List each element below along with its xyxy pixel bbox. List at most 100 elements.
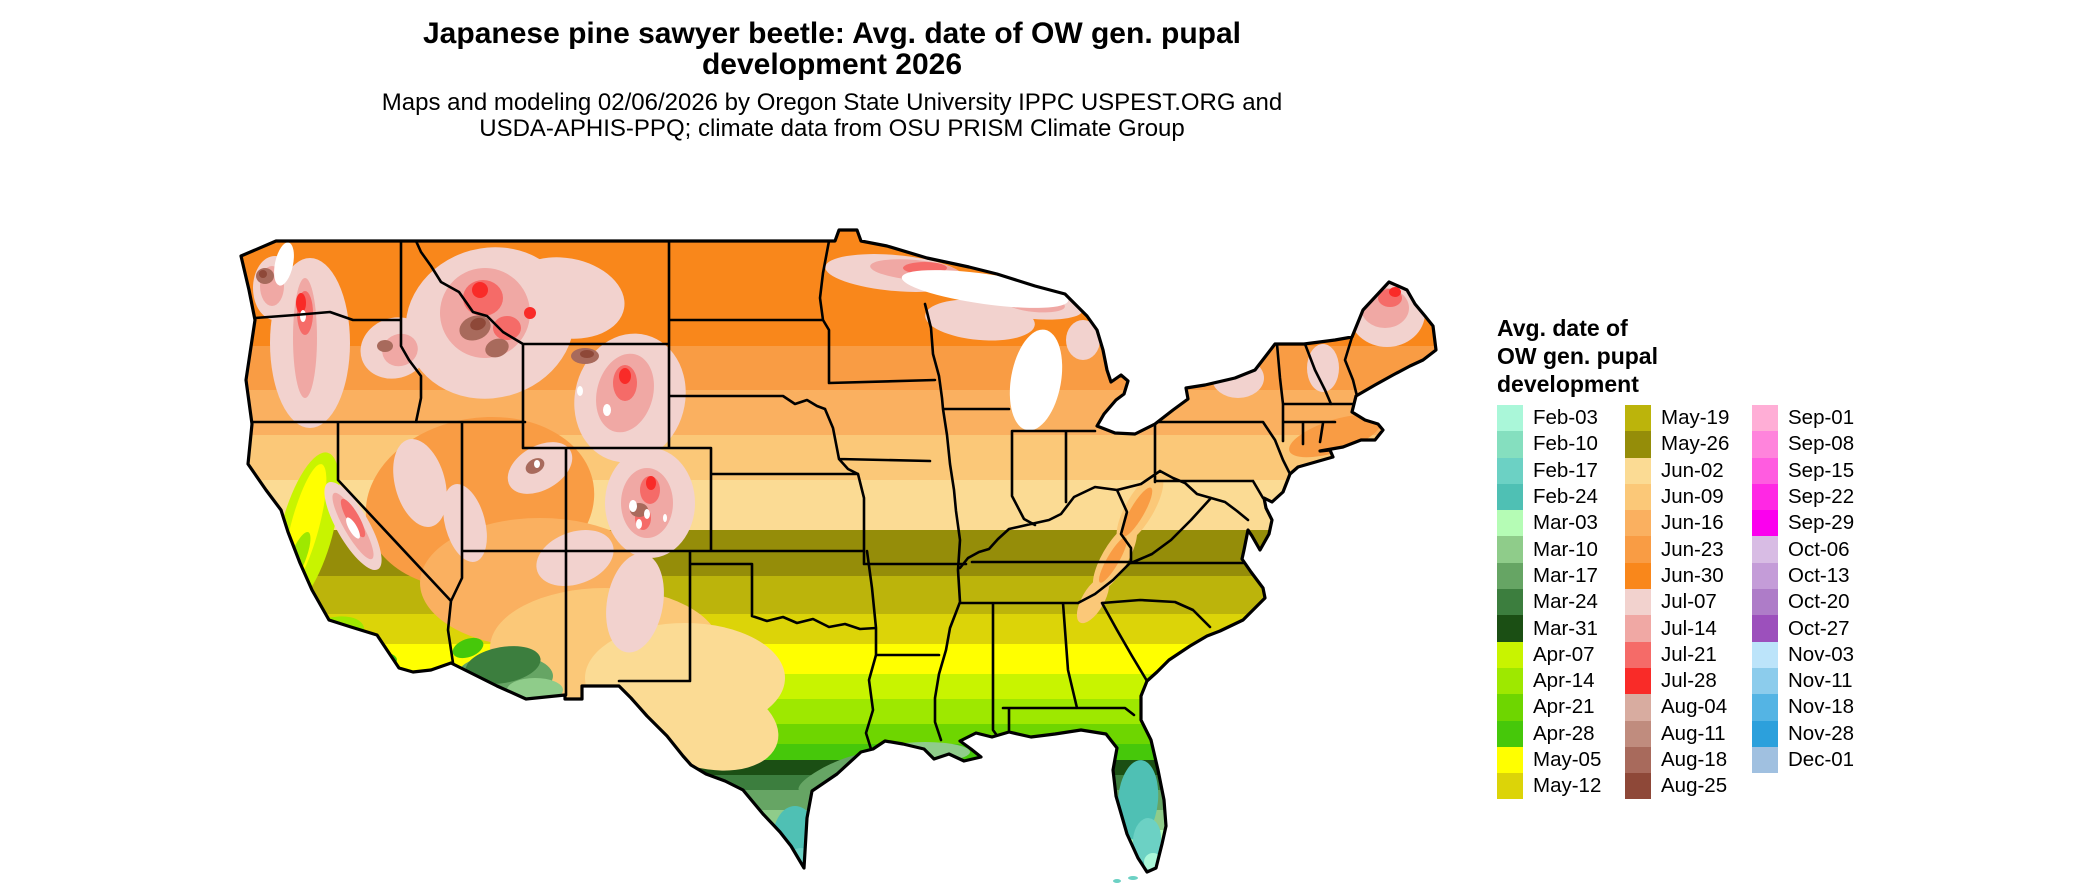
legend-entry: Sep-01	[1752, 405, 1855, 432]
legend-date-label: Nov-28	[1788, 721, 1855, 745]
legend-date-label: May-19	[1661, 406, 1730, 430]
legend-title: Avg. date of OW gen. pupal development	[1497, 314, 1917, 398]
legend-entry: Mar-24	[1497, 589, 1601, 616]
legend-date-label: Jun-23	[1661, 537, 1724, 561]
legend-date-label: Jun-30	[1661, 563, 1724, 587]
legend-entry: Sep-22	[1752, 483, 1855, 511]
legend-entry: Nov-03	[1752, 641, 1855, 668]
legend-date-label: Jul-07	[1661, 590, 1717, 614]
legend-color-swatch	[1625, 773, 1651, 800]
map-florida-keys	[1113, 876, 1138, 883]
legend-entry: Jul-21	[1625, 641, 1729, 668]
legend-color-swatch	[1497, 694, 1523, 721]
map-terrain-dark-brown	[259, 270, 594, 358]
legend-entry: Mar-03	[1497, 510, 1601, 537]
legend-date-label: Apr-14	[1533, 669, 1595, 693]
legend-date-label: Feb-17	[1533, 458, 1598, 482]
legend-date-label: Mar-03	[1533, 511, 1598, 535]
legend-date-label: Apr-21	[1533, 695, 1595, 719]
legend-color-swatch	[1497, 720, 1523, 747]
page-subtitle: Maps and modeling 02/06/2026 by Oregon S…	[0, 90, 1664, 142]
legend-date-label: Feb-03	[1533, 406, 1598, 430]
legend-entry: Sep-15	[1752, 457, 1854, 484]
legend-date-label: May-26	[1661, 432, 1730, 456]
legend-color-swatch	[1625, 667, 1651, 695]
legend-column-3: Sep-01 Sep-08 Sep-15 Sep-22 Sep-29 Oct-06 Oct-…	[1752, 405, 1855, 774]
legend-color-swatch	[1752, 457, 1778, 484]
legend-color-swatch	[1497, 405, 1523, 432]
legend-color-swatch	[1752, 746, 1778, 774]
legend-date-label: Jul-28	[1661, 669, 1717, 693]
legend-date-label: Nov-03	[1788, 642, 1855, 666]
us-choropleth-map	[239, 228, 1438, 883]
legend-entry: Sep-29	[1752, 510, 1855, 537]
legend-entry: Jul-28	[1625, 667, 1729, 695]
legend-color-swatch	[1752, 615, 1778, 642]
legend-color-swatch	[1497, 773, 1523, 800]
legend-date-label: Apr-28	[1533, 721, 1595, 745]
legend-entry: Dec-01	[1752, 746, 1854, 774]
legend-title-line-1: Avg. date of	[1497, 315, 1628, 341]
legend-date-label: Oct-27	[1788, 616, 1850, 640]
legend-entry: Nov-18	[1752, 694, 1855, 721]
legend-color-swatch	[1625, 562, 1651, 590]
legend-color-swatch	[1752, 562, 1778, 590]
title-line-2: development 2026	[701, 48, 963, 81]
legend-color-swatch	[1752, 694, 1778, 721]
legend-date-label: Sep-29	[1788, 511, 1855, 535]
map-terrain-snow	[300, 310, 667, 539]
page-title: Japanese pine sawyer beetle: Avg. date o…	[0, 18, 1664, 80]
legend-color-swatch	[1752, 405, 1778, 432]
legend-date-label: Feb-24	[1533, 485, 1598, 509]
legend-entry: Feb-10	[1497, 431, 1601, 458]
legend-color-swatch	[1497, 457, 1523, 484]
legend-color-swatch	[1752, 431, 1778, 458]
legend-date-label: May-05	[1533, 748, 1602, 771]
legend-entry: May-26	[1625, 431, 1730, 458]
legend-date-label: Jun-09	[1661, 485, 1724, 509]
legend-date-label: Sep-22	[1788, 485, 1855, 509]
legend-entry: Jun-09	[1625, 483, 1729, 511]
legend-entry: Aug-18	[1625, 746, 1729, 774]
legend-entry: Mar-10	[1497, 536, 1601, 563]
map-lakes	[274, 242, 1069, 431]
legend-entry: Aug-04	[1625, 694, 1729, 721]
subtitle-line-2: USDA-APHIS-PPQ; climate data from OSU PR…	[479, 115, 1185, 142]
legend-date-label: Jun-02	[1661, 458, 1724, 482]
legend-entry: Jun-02	[1625, 457, 1729, 484]
legend-date-label: Jun-16	[1661, 511, 1724, 535]
legend-date-label: Mar-24	[1533, 590, 1598, 614]
legend-color-swatch	[1625, 483, 1651, 511]
legend-color-swatch	[1625, 536, 1651, 563]
legend-date-label: Sep-01	[1788, 406, 1855, 430]
legend-entry: Apr-28	[1497, 720, 1601, 747]
legend-color-swatch	[1752, 720, 1778, 747]
legend-entry: Jul-07	[1625, 589, 1729, 616]
legend-date-label: Nov-18	[1788, 695, 1855, 719]
legend-color-swatch	[1497, 746, 1523, 774]
legend-date-label: Oct-13	[1788, 563, 1850, 587]
legend-date-label: Oct-20	[1788, 590, 1850, 614]
legend-color-swatch	[1497, 431, 1523, 458]
legend-color-swatch	[1497, 483, 1523, 511]
legend-color-swatch	[1497, 536, 1523, 563]
legend-entry: Oct-20	[1752, 589, 1854, 616]
legend-entry: Oct-13	[1752, 562, 1854, 590]
legend-color-swatch	[1625, 431, 1651, 458]
legend-date-label: Aug-25	[1661, 774, 1728, 798]
legend-column-2: May-19 May-26 Jun-02 Jun-09 Jun-16 Jun-23 Jun-…	[1625, 405, 1730, 800]
legend-entry: Feb-17	[1497, 457, 1601, 484]
legend-entry: May-05	[1497, 746, 1602, 774]
legend-date-label: Jul-21	[1661, 642, 1717, 666]
legend-color-swatch	[1752, 483, 1778, 511]
legend-entry: Jun-16	[1625, 510, 1729, 537]
us-map-container	[235, 228, 1455, 888]
legend-date-label: Nov-11	[1788, 669, 1853, 693]
legend-date-label: May-12	[1533, 774, 1602, 798]
legend-date-label: Aug-04	[1661, 695, 1728, 719]
legend-entry: Apr-14	[1497, 667, 1601, 695]
legend-date-label: Apr-07	[1533, 642, 1595, 666]
legend-entry: Nov-28	[1752, 720, 1855, 747]
legend-color-swatch	[1497, 510, 1523, 537]
